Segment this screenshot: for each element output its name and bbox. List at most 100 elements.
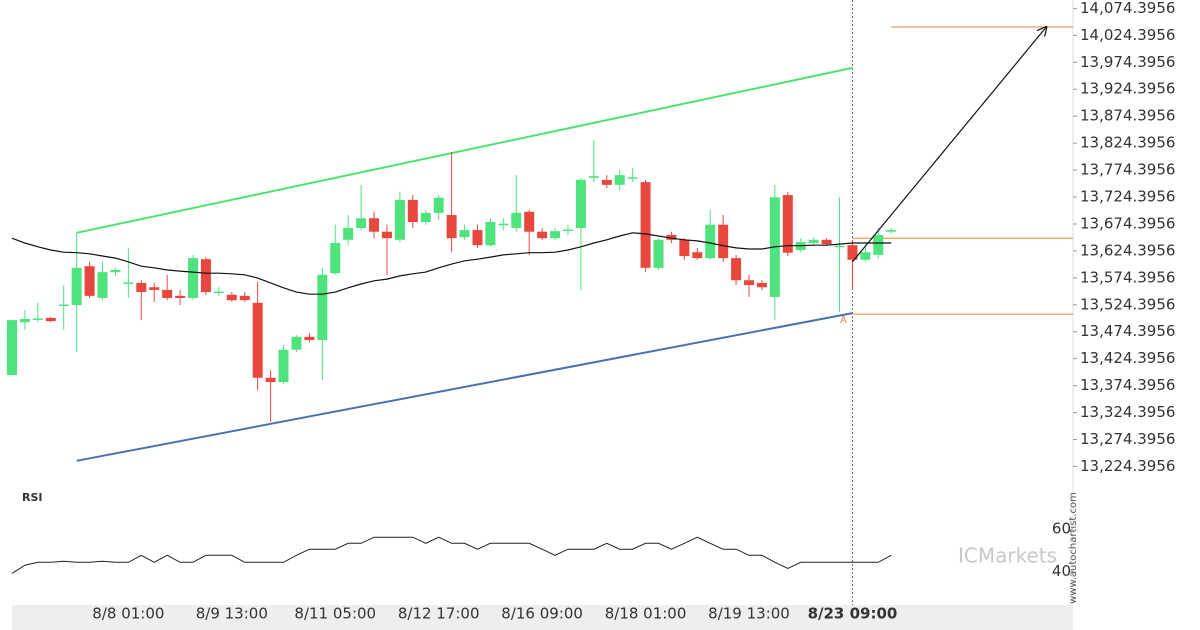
candle-body: [19, 319, 30, 323]
y-tick-label: 13,724.3956: [1080, 188, 1175, 206]
y-tick-label: 13,424.3956: [1080, 349, 1175, 367]
candle-body: [562, 229, 573, 232]
candle-body: [175, 295, 186, 299]
candle-body: [381, 231, 392, 239]
candle-body: [744, 280, 755, 286]
candle-body: [278, 349, 289, 383]
x-tick-label: 8/12 17:00: [398, 605, 480, 623]
candle-body: [239, 295, 250, 301]
x-tick-label: 8/19 13:00: [708, 605, 790, 623]
candle-body: [640, 182, 651, 268]
candle-body: [32, 318, 43, 320]
candle-body: [575, 179, 586, 228]
channel-line: [76, 66, 853, 234]
candle-body: [149, 287, 160, 290]
candle-body: [343, 227, 354, 240]
candle-body: [679, 239, 690, 256]
x-tick-label: 8/8 01:00: [92, 605, 164, 623]
candle-body: [317, 274, 328, 341]
candle-body: [226, 294, 237, 301]
candle-body: [162, 289, 173, 299]
candle-body: [718, 224, 729, 259]
candle-body: [330, 243, 341, 274]
watermark: ICMarkets: [958, 544, 1057, 568]
y-tick-label: 13,874.3956: [1080, 107, 1175, 125]
candle-body: [45, 317, 56, 322]
rsi-line: [11, 536, 892, 574]
candle-body: [304, 336, 315, 341]
candle-body: [58, 304, 69, 306]
candle-body: [692, 252, 703, 259]
candle-body: [433, 197, 444, 213]
candle-body: [653, 239, 664, 268]
x-tick-label: 8/16 09:00: [501, 605, 583, 623]
y-tick-label: 13,524.3956: [1080, 295, 1175, 313]
candle-body: [84, 266, 95, 296]
candle-body: [394, 199, 405, 240]
candle-body: [200, 259, 211, 293]
candle-body: [498, 223, 509, 226]
candle-body: [291, 336, 302, 350]
candle-body: [731, 258, 742, 281]
source-text: www.autochartist.com: [1068, 492, 1079, 604]
marker-label: A: [840, 315, 847, 326]
candle-body: [537, 231, 548, 239]
y-tick-label: 13,824.3956: [1080, 134, 1175, 152]
candle-body: [808, 239, 819, 244]
x-tick-label: 8/11 05:00: [294, 605, 376, 623]
y-tick-label: 13,574.3956: [1080, 268, 1175, 286]
candle-body: [188, 258, 199, 299]
x-tick-label: 8/9 13:00: [196, 605, 268, 623]
candle-body: [123, 282, 134, 284]
candle-body: [252, 302, 263, 378]
y-tick-label: 13,924.3956: [1080, 80, 1175, 98]
candle-body: [588, 176, 599, 178]
y-tick-label: 13,774.3956: [1080, 161, 1175, 179]
candle-body: [627, 177, 638, 179]
candle-body: [136, 282, 147, 293]
candle-body: [446, 215, 457, 239]
candle-body: [407, 199, 418, 223]
y-tick-label: 13,474.3956: [1080, 322, 1175, 340]
y-tick-label: 13,674.3956: [1080, 214, 1175, 232]
candle-body: [860, 252, 871, 260]
candle-body: [666, 234, 677, 240]
candle-body: [71, 267, 82, 306]
candle-body: [873, 234, 884, 255]
x-tick-label: 8/18 01:00: [605, 605, 687, 623]
rsi-tick-label: 60: [1052, 520, 1071, 538]
candle-body: [369, 218, 380, 232]
candle-body: [614, 175, 625, 185]
rsi-tick-label: 40: [1052, 562, 1071, 580]
candle-body: [782, 195, 793, 253]
candle-body: [550, 231, 561, 239]
x-axis-band: [12, 605, 1073, 630]
candle-body: [821, 239, 832, 245]
candle-body: [265, 377, 276, 383]
y-tick-label: 13,324.3956: [1080, 403, 1175, 421]
rsi-title: RSI: [22, 491, 43, 504]
x-tick-label: 8/23 09:00: [808, 605, 898, 623]
candle-body: [834, 245, 845, 248]
forecast-arrow: [851, 27, 1046, 263]
candle-body: [7, 320, 17, 376]
y-tick-label: 14,074.3956: [1080, 0, 1175, 17]
candle-body: [524, 211, 535, 232]
candle-body: [705, 224, 716, 259]
channel-line: [76, 312, 853, 462]
candle-body: [459, 230, 470, 238]
candle-body: [847, 245, 858, 260]
candle-body: [213, 291, 224, 294]
y-tick-label: 13,274.3956: [1080, 430, 1175, 448]
candle-body: [601, 179, 612, 185]
candle-body: [511, 212, 522, 228]
y-tick-label: 13,624.3956: [1080, 241, 1175, 259]
candle-body: [472, 230, 483, 246]
candle-body: [485, 222, 496, 246]
candle-body: [356, 218, 367, 228]
candle-body: [110, 269, 121, 273]
candle-body: [420, 212, 431, 223]
y-tick-label: 13,374.3956: [1080, 376, 1175, 394]
